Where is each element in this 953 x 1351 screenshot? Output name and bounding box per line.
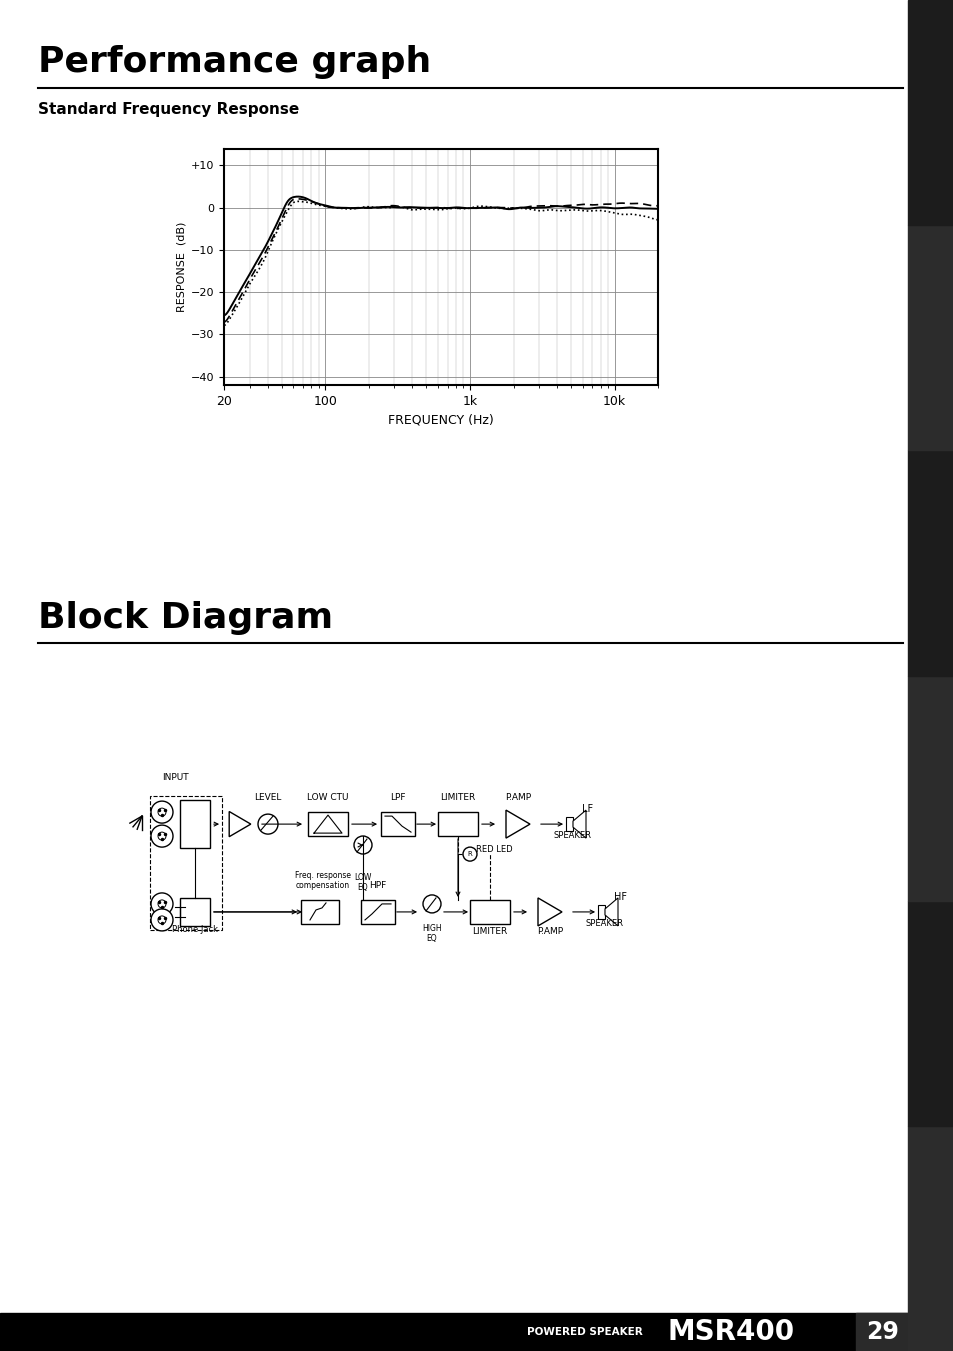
Bar (598, 905, 604, 919)
Text: LIMITER: LIMITER (472, 927, 507, 936)
Polygon shape (505, 811, 530, 838)
Text: Performance graph: Performance graph (38, 45, 431, 78)
Bar (180, 800, 210, 848)
Bar (855, 1313, 907, 1351)
Bar (565, 817, 573, 831)
Bar (180, 898, 210, 925)
Text: ENGLISH: ENGLISH (925, 92, 935, 132)
Polygon shape (229, 812, 251, 836)
Text: Block Diagram: Block Diagram (38, 601, 333, 635)
X-axis label: FREQUENCY (Hz): FREQUENCY (Hz) (388, 413, 494, 427)
Circle shape (354, 836, 372, 854)
Text: LPF: LPF (390, 793, 405, 802)
Bar (437, 812, 477, 836)
Text: MSR400: MSR400 (667, 1319, 794, 1346)
Circle shape (462, 847, 476, 861)
Text: LF: LF (581, 804, 593, 815)
Text: LOW
EQ: LOW EQ (354, 873, 372, 893)
Text: DEUTSCH: DEUTSCH (925, 316, 935, 359)
Bar (470, 900, 510, 924)
Text: SPEAKER: SPEAKER (553, 831, 590, 840)
Polygon shape (604, 898, 618, 925)
Text: 中 文: 中 文 (925, 1006, 935, 1020)
Circle shape (151, 801, 172, 823)
Text: Standard Frequency Response: Standard Frequency Response (38, 101, 299, 118)
Bar (360, 900, 395, 924)
Text: P.AMP: P.AMP (504, 793, 531, 802)
Text: LEVEL: LEVEL (254, 793, 281, 802)
Y-axis label: RESPONSE  (dB): RESPONSE (dB) (176, 222, 187, 312)
Text: HPF: HPF (369, 881, 386, 890)
Text: HF: HF (614, 892, 626, 902)
Text: LIMITER: LIMITER (440, 793, 476, 802)
Circle shape (158, 808, 166, 816)
Circle shape (158, 916, 166, 924)
Text: POWERED SPEAKER: POWERED SPEAKER (526, 1327, 641, 1337)
Text: R: R (467, 851, 472, 857)
Text: Freq. response
compensation: Freq. response compensation (294, 870, 351, 890)
Text: 日 本 語: 日 本 語 (925, 1228, 935, 1248)
Circle shape (422, 894, 440, 913)
Polygon shape (314, 815, 341, 834)
Bar (0, 1313, 907, 1351)
Text: P.AMP: P.AMP (537, 927, 562, 936)
Text: 29: 29 (865, 1320, 898, 1344)
Text: SPEAKER: SPEAKER (584, 919, 622, 928)
Bar (301, 900, 338, 924)
Text: FRANÇAIS: FRANÇAIS (925, 539, 935, 586)
Circle shape (151, 825, 172, 847)
Bar (150, 796, 222, 929)
Bar (308, 812, 348, 836)
Text: RED LED: RED LED (476, 846, 512, 854)
Text: HIGH
EQ: HIGH EQ (422, 924, 441, 943)
Text: INPUT: INPUT (161, 773, 188, 782)
Text: LOW CTU: LOW CTU (307, 793, 349, 802)
Polygon shape (537, 898, 561, 925)
Circle shape (158, 832, 166, 840)
Circle shape (257, 815, 277, 834)
Text: Phone Jack: Phone Jack (172, 925, 218, 934)
Text: ESPAÑOL: ESPAÑOL (925, 767, 935, 809)
Circle shape (151, 893, 172, 915)
Circle shape (151, 909, 172, 931)
Bar (380, 812, 415, 836)
Circle shape (158, 900, 166, 908)
Polygon shape (573, 811, 585, 838)
